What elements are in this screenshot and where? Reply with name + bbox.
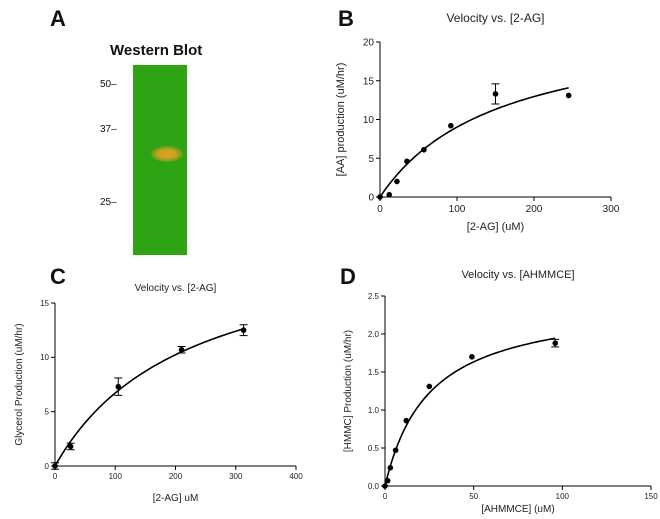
chart-d-x-tick-label: 50 bbox=[469, 492, 478, 501]
chart-d-title: Velocity vs. [AHMMCE] bbox=[461, 269, 574, 281]
chart-d-data-point bbox=[387, 464, 394, 471]
chart-b-data-point bbox=[394, 178, 400, 185]
panel-b-letter: B bbox=[338, 6, 354, 31]
mw-marker-50: 50– bbox=[100, 79, 117, 90]
chart-d-x-axis-label: [AHMMCE] (uM) bbox=[481, 504, 554, 515]
chart-b-y-tick-label: 20 bbox=[363, 38, 375, 49]
chart-b-data-point bbox=[492, 91, 499, 97]
chart-c-data-point bbox=[67, 443, 74, 450]
chart-b-x-tick-label: 300 bbox=[603, 204, 620, 215]
chart-c-title: Velocity vs. [2-AG] bbox=[135, 283, 217, 294]
panel-d-letter: D bbox=[340, 264, 356, 289]
chart-c-x-tick-label: 0 bbox=[53, 472, 58, 481]
chart-c-x-tick-label: 400 bbox=[289, 472, 303, 481]
chart-c-fit-curve bbox=[54, 328, 244, 467]
chart-c-y-tick-label: 10 bbox=[40, 353, 49, 362]
chart-d-fit-curve bbox=[384, 337, 556, 487]
panel-a-letter: A bbox=[50, 6, 66, 31]
chart-c-data-point bbox=[52, 463, 58, 469]
chart-d-data-point bbox=[426, 383, 433, 390]
chart-b-data-point bbox=[448, 122, 454, 129]
chart-b-fit-curve bbox=[379, 87, 569, 198]
chart-b-x-tick-label: 0 bbox=[377, 204, 383, 215]
chart-b-y-tick-label: 5 bbox=[368, 154, 374, 165]
mw-marker-25: 25– bbox=[100, 197, 117, 208]
chart-d-x-tick-label: 0 bbox=[383, 492, 388, 501]
chart-b-title: Velocity vs. [2-AG] bbox=[446, 11, 544, 25]
chart-b-y-axis-label: [AA] production (uM/hr) bbox=[335, 63, 347, 177]
chart-c-y-tick-label: 0 bbox=[45, 462, 50, 471]
chart-d-data-point bbox=[469, 354, 475, 360]
chart-b-y-tick-label: 10 bbox=[363, 115, 375, 126]
chart-b-y-tick-label: 15 bbox=[363, 76, 375, 87]
chart-d-data-point bbox=[382, 483, 388, 489]
chart-c-y-tick-label: 5 bbox=[45, 407, 50, 416]
chart-b-data-point bbox=[565, 92, 572, 99]
chart-d-data-point bbox=[392, 447, 399, 454]
chart-b-y-tick-label: 0 bbox=[368, 193, 374, 204]
chart-c-x-tick-label: 100 bbox=[109, 472, 123, 481]
chart-d-y-tick-label: 0.5 bbox=[368, 444, 380, 453]
chart-d-y-axis-label: [HMMC] Production (uM/hr) bbox=[343, 330, 354, 452]
chart-b-x-axis-label: [2-AG] (uM) bbox=[467, 221, 524, 233]
western-blot-band bbox=[151, 146, 183, 162]
chart-d-data-point bbox=[552, 340, 559, 346]
chart-c-data-point bbox=[115, 383, 122, 390]
chart-d-y-tick-label: 2.0 bbox=[368, 330, 380, 339]
chart-d-y-tick-label: 1.5 bbox=[368, 368, 380, 377]
chart-c-x-tick-label: 200 bbox=[169, 472, 183, 481]
chart-c-y-axis-label: Glycerol Production (uM/hr) bbox=[14, 323, 25, 445]
chart-b-data-point bbox=[386, 191, 393, 198]
chart-d-data-point bbox=[384, 477, 391, 484]
chart-c-y-tick-label: 15 bbox=[40, 299, 49, 308]
western-blot-title: Western Blot bbox=[110, 42, 203, 59]
chart-b-x-tick-label: 200 bbox=[526, 204, 543, 215]
chart-c-data-point bbox=[178, 346, 185, 353]
chart-b-data-point bbox=[377, 194, 383, 200]
chart-d-y-tick-label: 2.5 bbox=[368, 292, 380, 301]
chart-b-data-point bbox=[421, 146, 427, 153]
chart-c-data-point bbox=[240, 327, 247, 333]
chart-b-data-point bbox=[404, 158, 410, 165]
chart-d-y-tick-label: 0.0 bbox=[368, 482, 380, 491]
chart-d-y-tick-label: 1.0 bbox=[368, 406, 380, 415]
chart-d-x-tick-label: 150 bbox=[644, 492, 658, 501]
chart-c-x-tick-label: 300 bbox=[229, 472, 243, 481]
mw-marker-37: 37– bbox=[100, 124, 117, 135]
chart-d-data-point bbox=[403, 417, 410, 424]
panel-c-letter: C bbox=[50, 264, 66, 289]
chart-d-x-tick-label: 100 bbox=[556, 492, 570, 501]
chart-c-x-axis-label: [2-AG] uM bbox=[153, 493, 199, 504]
chart-b-x-tick-label: 100 bbox=[449, 204, 466, 215]
